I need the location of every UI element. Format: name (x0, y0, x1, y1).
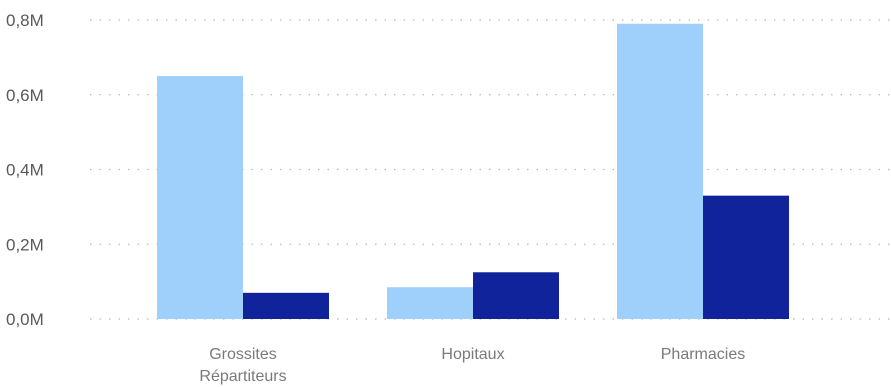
bar-series2-0 (243, 292, 329, 319)
bars (157, 23, 789, 320)
x-axis-categories: Grossites Répartiteurs Hopitaux Pharmacies (199, 346, 745, 385)
x-category-label: Pharmacies (661, 346, 745, 363)
bar-series2-2 (703, 195, 789, 319)
y-axis-ticks: 0,0M 0,2M 0,4M 0,6M 0,8M (6, 11, 44, 329)
bar-series1-1 (387, 287, 473, 319)
x-category-label: Répartiteurs (199, 368, 286, 385)
bar-series1-2 (617, 23, 703, 320)
x-category-label: Grossites (209, 346, 277, 363)
y-tick-label: 0,6M (6, 86, 44, 105)
y-tick-label: 0,4M (6, 161, 44, 180)
y-tick-label: 0,0M (6, 310, 44, 329)
bar-series1-0 (157, 76, 243, 319)
bar-series2-1 (473, 272, 559, 319)
x-category-label: Hopitaux (441, 346, 504, 363)
y-tick-label: 0,8M (6, 11, 44, 30)
y-tick-label: 0,2M (6, 235, 44, 254)
